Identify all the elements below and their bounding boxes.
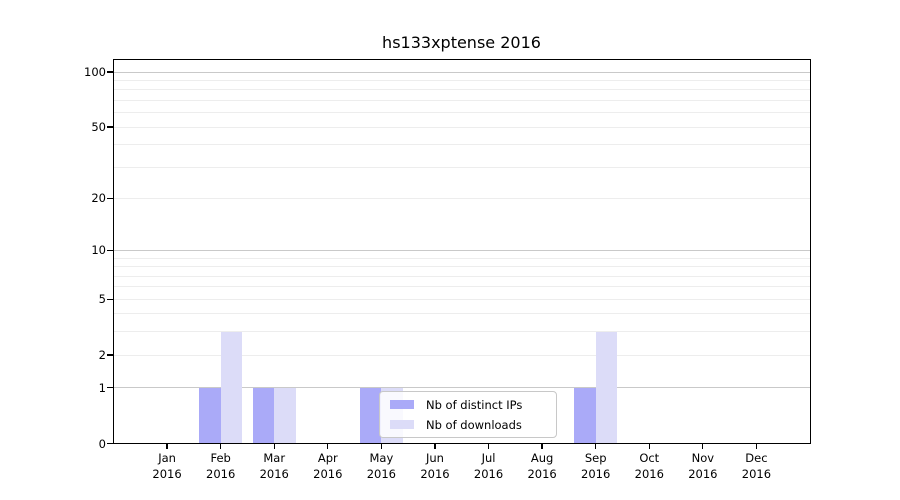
y-tick-mark [107, 197, 114, 200]
x-axis-tick-label: Nov 2016 [688, 451, 718, 481]
x-tick-mark [166, 444, 168, 449]
x-axis-tick-label: Sep 2016 [581, 451, 611, 481]
x-axis-tick-label: May 2016 [366, 451, 397, 481]
bar-distinct-ips [574, 387, 596, 444]
legend-label: Nb of downloads [426, 417, 522, 432]
bar-distinct-ips [252, 387, 275, 444]
x-tick-mark [434, 444, 436, 449]
x-axis-tick-label: Apr 2016 [313, 451, 343, 481]
gridline-minor [113, 266, 810, 268]
legend: Nb of distinct IPs Nb of downloads [379, 391, 557, 438]
gridline-minor [113, 313, 810, 315]
y-tick-mark [107, 442, 114, 445]
bar-distinct-ips [359, 387, 382, 444]
legend-label: Nb of distinct IPs [426, 397, 523, 412]
bar-downloads [274, 387, 296, 444]
legend-swatch-distinct-ips [390, 400, 414, 409]
y-axis-tick-label: 0 [98, 436, 106, 451]
x-tick-mark [380, 444, 383, 449]
gridline-major [113, 71, 810, 73]
gridline-minor [113, 89, 810, 91]
gridline-minor [113, 354, 810, 356]
x-tick-mark [755, 444, 758, 449]
y-axis-tick-label: 5 [98, 292, 106, 307]
x-tick-mark [541, 444, 543, 449]
gridline-minor [113, 144, 810, 146]
gridline-major [113, 249, 810, 251]
gridline-minor [113, 79, 810, 81]
x-axis-tick-label: Jan 2016 [152, 451, 182, 481]
x-axis-tick-label: Oct 2016 [634, 451, 664, 481]
y-tick-mark [107, 354, 114, 356]
y-tick-mark [107, 387, 114, 389]
x-tick-mark [702, 444, 704, 449]
x-tick-mark [487, 444, 490, 449]
gridline-minor [113, 331, 810, 333]
x-axis-tick-label: Jun 2016 [420, 451, 450, 481]
gridline-minor [113, 197, 810, 199]
gridline-minor [113, 99, 810, 101]
y-tick-mark [107, 71, 114, 73]
x-axis-tick-label: Jul 2016 [473, 451, 504, 481]
y-axis-tick-label: 1 [98, 380, 106, 395]
y-tick-mark [107, 298, 114, 300]
bar-distinct-ips [199, 387, 221, 444]
x-tick-mark [327, 444, 329, 449]
y-axis-tick-label: 20 [91, 191, 106, 206]
y-axis-tick-label: 10 [91, 243, 106, 258]
x-axis-tick-label: Dec 2016 [741, 451, 772, 481]
gridline-minor [113, 286, 810, 288]
y-tick-mark [107, 249, 114, 252]
y-axis-tick-label: 100 [84, 65, 106, 79]
x-axis-tick-label: Feb 2016 [206, 451, 236, 481]
x-tick-mark [220, 444, 222, 449]
gridline-major [113, 387, 810, 389]
gridline-minor [113, 275, 810, 277]
x-tick-mark [273, 444, 275, 449]
legend-item: Nb of distinct IPs [390, 396, 556, 414]
gridline-minor [113, 166, 810, 168]
gridline-minor [113, 126, 810, 128]
bar-downloads [220, 331, 243, 444]
x-axis-tick-label: Mar 2016 [259, 451, 289, 481]
chart-title: hs133xptense 2016 [382, 33, 541, 52]
x-tick-mark [595, 444, 597, 449]
y-axis-tick-label: 2 [98, 348, 106, 363]
gridline-minor [113, 112, 810, 114]
gridline-minor [113, 257, 810, 259]
gridline-minor [113, 298, 810, 300]
x-axis-tick-label: Aug 2016 [527, 451, 557, 481]
legend-swatch-downloads [390, 420, 414, 429]
x-tick-mark [648, 444, 650, 449]
y-axis-tick-label: 50 [91, 120, 106, 134]
legend-item: Nb of downloads [390, 416, 556, 434]
bar-downloads [595, 331, 618, 444]
y-tick-mark [107, 126, 114, 128]
